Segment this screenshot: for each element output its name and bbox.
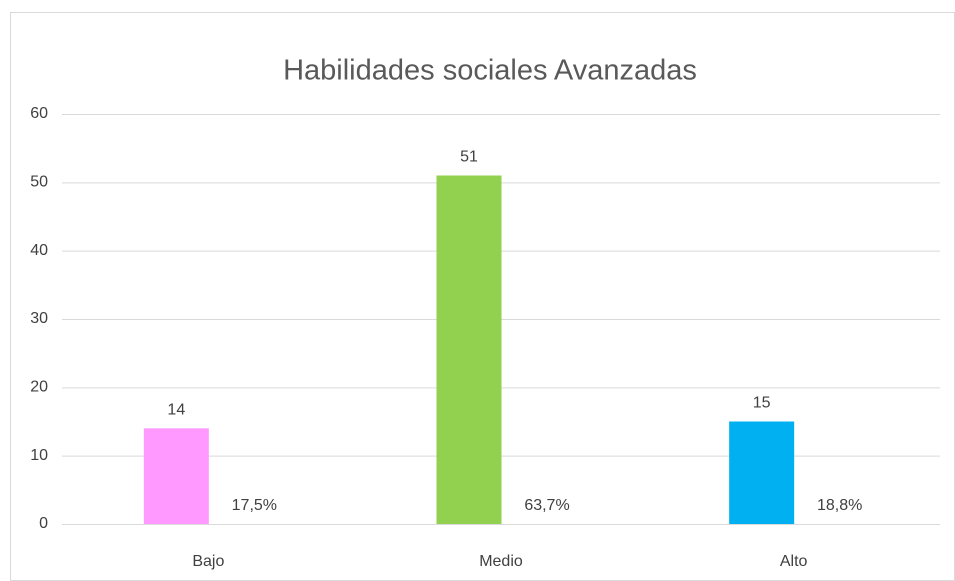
data-label: 51 [460,149,478,166]
annotation: 18,8% [817,497,862,514]
bar [729,421,795,524]
data-label: 15 [753,395,771,412]
y-tick-label: 20 [30,379,48,396]
y-tick-label: 30 [30,310,48,327]
x-tick-label: Bajo [192,553,224,570]
y-tick-label: 50 [30,174,48,191]
bar [436,175,502,524]
data-label: 14 [167,402,185,419]
y-tick-label: 0 [39,515,48,532]
annotation: 17,5% [232,497,277,514]
x-tick-label: Alto [780,553,808,570]
chart-title: Habilidades sociales Avanzadas [283,55,697,87]
y-tick-label: 10 [30,447,48,464]
y-tick-label: 40 [30,242,48,259]
y-tick-label: 60 [30,105,48,122]
x-tick-label: Medio [479,553,523,570]
annotation: 63,7% [524,497,569,514]
bar [143,428,209,524]
